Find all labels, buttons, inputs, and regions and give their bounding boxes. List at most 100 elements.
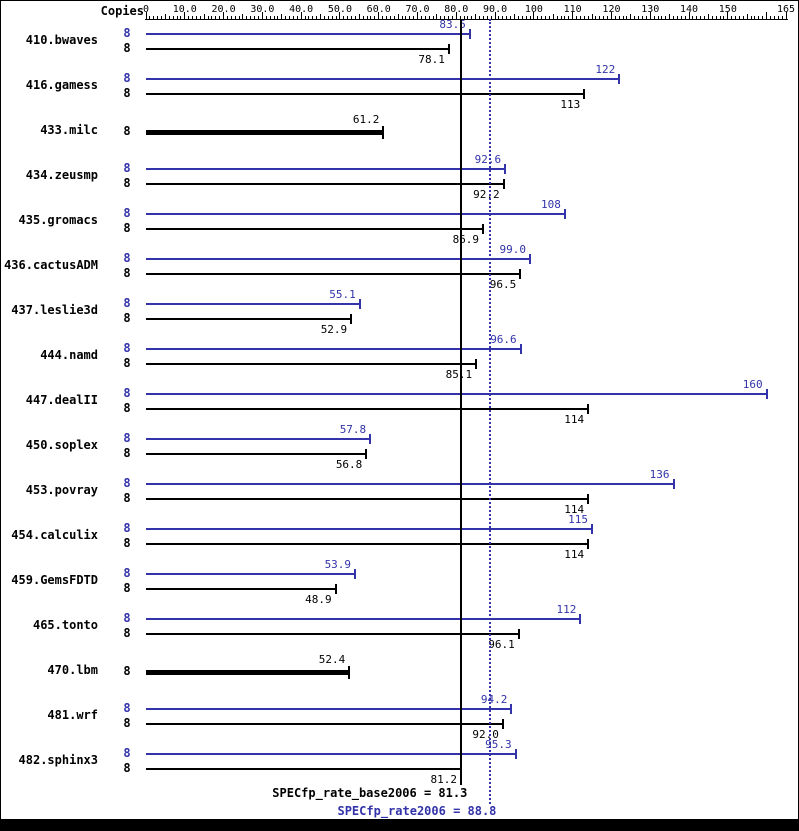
benchmark-name: 444.namd xyxy=(40,348,98,362)
axis-tick xyxy=(451,16,453,19)
axis-tick xyxy=(715,16,717,19)
bar-base xyxy=(146,318,352,320)
axis-tick xyxy=(599,16,601,19)
axis-tick-label: 100 xyxy=(524,4,543,15)
axis-tick xyxy=(750,16,752,19)
bar-value-label: 95.3 xyxy=(485,738,512,751)
axis-tick xyxy=(393,16,395,19)
bar-value-label: 52.4 xyxy=(318,653,346,666)
copies-value: 8 xyxy=(123,581,131,595)
copies-value: 8 xyxy=(123,41,131,55)
axis-tick xyxy=(785,12,787,19)
axis-tick xyxy=(641,16,643,19)
benchmark-name: 436.cactusADM xyxy=(4,258,98,272)
axis-tick xyxy=(238,16,240,19)
axis-tick-label: 130 xyxy=(641,4,660,15)
axis-tick xyxy=(673,16,674,19)
benchmark-name: 450.soplex xyxy=(25,438,98,452)
axis-tick xyxy=(634,16,636,19)
axis-tick xyxy=(300,12,302,19)
bar-value-label: 96.6 xyxy=(490,333,517,346)
axis-tick xyxy=(529,16,531,19)
axis-tick xyxy=(308,16,310,19)
axis-tick xyxy=(506,16,508,19)
axis-tick xyxy=(591,14,593,19)
bar-peak xyxy=(146,303,360,305)
bar-peak xyxy=(146,393,767,395)
axis-tick xyxy=(226,16,228,19)
axis-tick xyxy=(316,16,318,19)
bar-value-label: 83.5 xyxy=(439,18,466,31)
ref-line-peak xyxy=(489,19,492,804)
bar-peak xyxy=(146,348,521,350)
axis-tick xyxy=(742,16,744,19)
bar-end-cap xyxy=(563,209,566,219)
axis-tick xyxy=(339,12,341,19)
bar-peak xyxy=(146,708,512,710)
axis-tick xyxy=(479,16,481,19)
bar-end-cap xyxy=(587,494,590,504)
axis-tick xyxy=(541,16,543,19)
bar-base xyxy=(146,453,367,455)
benchmark-name: 435.gromacs xyxy=(18,213,98,227)
axis-tick xyxy=(320,14,322,19)
axis-tick xyxy=(401,16,403,19)
bar-value-label: 112 xyxy=(556,603,577,616)
axis-tick xyxy=(277,16,279,19)
axis-tick xyxy=(347,16,349,19)
axis-tick xyxy=(219,16,221,19)
axis-tick xyxy=(610,12,612,19)
axis-tick xyxy=(382,16,384,19)
bar-value-label: 53.9 xyxy=(324,558,352,571)
bar-end-cap xyxy=(502,179,505,189)
axis-tick xyxy=(273,16,275,19)
axis-tick xyxy=(424,16,426,19)
bar-end-cap xyxy=(334,584,337,594)
axis-tick xyxy=(754,16,756,19)
axis-tick xyxy=(781,16,783,19)
axis-tick xyxy=(188,16,190,19)
axis-tick xyxy=(618,16,620,19)
bar-value-label: 61.2 xyxy=(352,113,380,126)
bar-base xyxy=(146,543,589,545)
bar-end-cap xyxy=(447,44,450,54)
axis-tick xyxy=(234,16,236,19)
axis-tick xyxy=(215,16,217,19)
bar-value-label: 81.2 xyxy=(430,773,457,786)
copies-value: 8 xyxy=(123,26,131,40)
bar-end-cap xyxy=(529,254,531,264)
bar-value-label: 92.0 xyxy=(472,728,499,741)
bar-peak xyxy=(146,78,620,80)
axis-tick xyxy=(587,16,589,19)
axis-tick xyxy=(471,16,473,19)
axis-tick xyxy=(758,16,760,19)
axis-tick xyxy=(494,12,496,19)
copies-value: 8 xyxy=(123,161,131,175)
axis-tick-label: 90.0 xyxy=(483,4,508,15)
axis-tick xyxy=(230,16,232,19)
bar-value-label: 92.2 xyxy=(473,188,500,201)
axis-tick xyxy=(195,16,197,19)
axis-tick xyxy=(145,12,147,19)
bar-end-cap xyxy=(519,269,522,279)
bar-value-label: 86.9 xyxy=(452,233,480,246)
benchmark-name: 437.leslie3d xyxy=(11,303,98,317)
axis-tick xyxy=(176,16,178,19)
axis-tick xyxy=(436,14,438,19)
axis-tick xyxy=(626,16,628,19)
bar-end-cap xyxy=(517,629,520,639)
copies-value: 8 xyxy=(123,221,131,235)
copies-value: 8 xyxy=(123,476,131,490)
axis-tick-label: 30.0 xyxy=(250,4,275,15)
copies-value: 8 xyxy=(123,491,131,505)
axis-tick xyxy=(161,16,162,19)
bar-peak xyxy=(146,33,470,35)
bar-end-cap xyxy=(591,524,594,534)
bar-peak xyxy=(146,753,516,755)
axis-tick xyxy=(168,16,170,19)
axis-tick xyxy=(661,16,663,19)
axis-tick xyxy=(645,16,647,19)
axis-tick xyxy=(351,16,353,19)
bar-end-cap xyxy=(587,404,590,414)
